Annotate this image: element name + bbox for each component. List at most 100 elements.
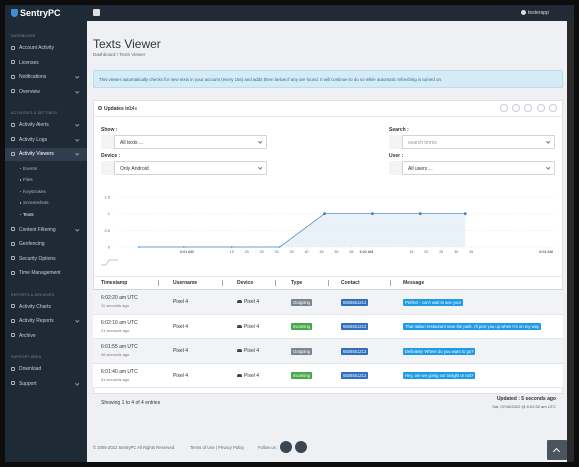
- menu-item[interactable]: Overview: [19, 88, 40, 95]
- updated-at: Sat, 07/16/2022 @ 6:02:32 am UTC: [492, 404, 556, 409]
- menu-item[interactable]: Geofencing: [19, 241, 45, 247]
- breadcrumb: Dashboard / Texts Viewer: [93, 52, 146, 57]
- follow-label: Follow us :: [258, 445, 279, 450]
- column-header[interactable]: Contact: [341, 280, 360, 286]
- x-tick-label: 25: [439, 250, 443, 254]
- filter-label: User :: [389, 153, 404, 159]
- device: Pixel 4: [244, 323, 260, 330]
- user-name[interactable]: testerapp: [528, 10, 549, 16]
- facebook-button[interactable]: [280, 441, 292, 453]
- menu-icon: [11, 74, 15, 79]
- device: Pixel 4: [244, 299, 260, 305]
- menu-icon: [11, 304, 15, 309]
- filter-icon-box: [389, 161, 403, 175]
- menu-item[interactable]: Activity Reports: [19, 318, 54, 324]
- message-badge: Hey, are we going out tonight or not?: [403, 372, 476, 379]
- sort-icon: [222, 280, 224, 286]
- bullet: [20, 179, 22, 181]
- submenu-item[interactable]: Files: [23, 177, 33, 182]
- x-tick-label: 20: [424, 250, 428, 254]
- message-badge: That Italian restaurant near the park. I…: [403, 323, 542, 330]
- filter-label: Device :: [101, 153, 121, 159]
- device: Pixel 4: [244, 372, 260, 379]
- section-heading: DASHBOARD: [11, 34, 36, 38]
- menu-item[interactable]: Time Management: [19, 270, 61, 276]
- menu-item[interactable]: Support: [19, 380, 37, 387]
- filter-label: Show :: [101, 127, 118, 133]
- timestamp: 6:01:55 am UTC: [101, 344, 138, 350]
- x-tick-label: 6:03 AM: [539, 250, 553, 254]
- scrollbar: [567, 21, 574, 462]
- menu-item[interactable]: Licenses: [19, 59, 39, 66]
- message-badge: Perfect - can't wait to see you!: [403, 298, 463, 306]
- filter-label: Search :: [389, 127, 409, 133]
- logo-shield: [11, 9, 18, 17]
- info-banner: [93, 70, 563, 88]
- menu-icon: [11, 151, 15, 156]
- menu-item[interactable]: Activity Charts: [19, 303, 51, 310]
- time-ago: 11 seconds ago: [101, 303, 129, 308]
- menu-item[interactable]: Activity Viewers: [19, 151, 54, 157]
- copyright: © 2005-2022 SentryPC All Rights Reserved…: [93, 445, 176, 450]
- x-tick-label: 15: [409, 250, 413, 254]
- updates-value: 14s: [129, 105, 138, 112]
- point: [278, 246, 281, 248]
- menu-icon: [11, 137, 15, 142]
- sort-icon: [275, 280, 277, 286]
- bullet: [20, 167, 22, 170]
- point: [138, 246, 140, 248]
- contact-badge: 6505551212: [341, 347, 369, 355]
- x-tick-label: 30: [454, 250, 458, 254]
- column-header[interactable]: Type: [291, 280, 303, 286]
- menu-icon: [11, 256, 15, 261]
- tool-button[interactable]: [500, 104, 508, 112]
- x-tick-label: 55: [349, 250, 353, 254]
- menu-item[interactable]: Download: [19, 366, 42, 372]
- tool-button[interactable]: [537, 104, 545, 112]
- menu-icon: [11, 333, 15, 338]
- table-row: [93, 290, 563, 315]
- bullet: [20, 213, 22, 216]
- menu-item[interactable]: Activity Logs: [19, 136, 48, 143]
- filter-icon-box: [389, 135, 403, 149]
- entries-info: Showing 1 to 4 of 4 entries: [101, 400, 161, 406]
- footer-links[interactable]: Terms of Use | Privacy Policy: [190, 445, 245, 450]
- menu-toggle[interactable]: [93, 9, 100, 16]
- menu-item[interactable]: Activity Alerts: [19, 122, 49, 128]
- menu-item[interactable]: Notifications: [19, 74, 47, 80]
- scroll-top-button[interactable]: [547, 440, 567, 460]
- menu-item[interactable]: Account Activity: [19, 45, 55, 51]
- section-heading: SUPPORT AREA: [11, 355, 42, 359]
- column-header[interactable]: Username: [173, 280, 198, 286]
- submenu-item[interactable]: Screenshots: [23, 200, 49, 205]
- username: Pixel 4: [173, 323, 189, 330]
- x-tick-label: 30: [275, 250, 279, 254]
- tool-button[interactable]: [512, 104, 520, 112]
- banner-text: This viewer automatically checks for new…: [99, 77, 443, 82]
- device-icon: [237, 324, 242, 328]
- filter-value: All users ...: [408, 165, 433, 172]
- submenu-item[interactable]: Events: [23, 165, 38, 171]
- column-header[interactable]: Message: [403, 280, 425, 286]
- menu-item[interactable]: Archive: [19, 332, 36, 339]
- time-ago: 21 seconds ago: [101, 327, 130, 333]
- column-header[interactable]: Device: [237, 280, 254, 286]
- submenu-item[interactable]: Keystrokes: [23, 188, 46, 194]
- submenu-item[interactable]: Texts: [23, 211, 34, 217]
- menu-item[interactable]: Security Options: [19, 255, 56, 262]
- timestamp: 6:02:10 am UTC: [101, 319, 138, 326]
- line: [138, 213, 466, 248]
- filter-icon-box: [101, 161, 115, 175]
- twitter-button[interactable]: [295, 441, 307, 453]
- username: Pixel 4: [173, 348, 189, 354]
- tool-button[interactable]: [549, 104, 557, 112]
- time-ago: 51 seconds ago: [101, 376, 130, 382]
- point: [323, 212, 326, 216]
- y-tick-label: 1.5: [104, 195, 110, 200]
- tool-button[interactable]: [524, 104, 532, 112]
- username: Pixel 4: [173, 299, 189, 305]
- menu-icon: [11, 89, 15, 94]
- menu-item[interactable]: Content Filtering: [19, 226, 56, 233]
- column-header[interactable]: Timestamp: [101, 280, 128, 286]
- x-tick-label: 50: [335, 250, 339, 254]
